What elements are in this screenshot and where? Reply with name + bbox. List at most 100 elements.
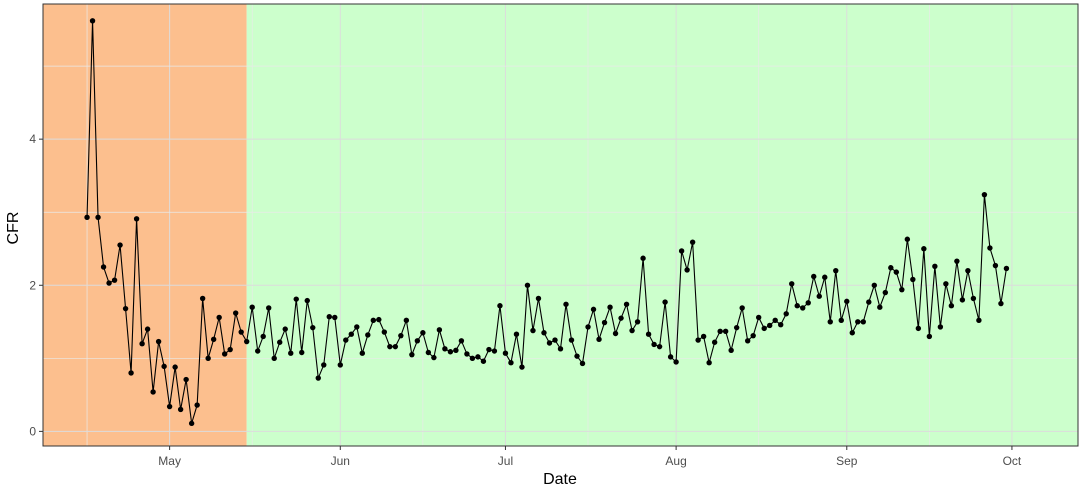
data-point: [486, 346, 492, 353]
phase-backgrounds: [43, 4, 1079, 446]
data-point: [673, 359, 679, 365]
data-point: [744, 338, 751, 344]
data-point: [447, 349, 454, 355]
data-point: [172, 364, 178, 370]
data-point: [321, 362, 327, 368]
data-point: [612, 330, 619, 337]
data-point: [392, 343, 399, 350]
data-point: [640, 255, 646, 261]
data-point: [733, 324, 740, 331]
data-point: [706, 360, 712, 366]
phase-2-background: [246, 4, 1079, 446]
data-point: [387, 343, 393, 350]
data-point: [998, 300, 1004, 307]
y-axis-title: CFR: [5, 212, 22, 245]
grid-lines: [43, 4, 1078, 446]
data-point: [965, 267, 971, 274]
x-tick-label: May: [158, 454, 181, 468]
data-point: [255, 348, 261, 354]
data-point: [497, 303, 503, 309]
data-point: [155, 338, 162, 345]
data-point: [937, 324, 944, 330]
data-point: [332, 314, 338, 321]
data-point: [205, 355, 211, 362]
data-point: [563, 301, 569, 307]
data-point: [910, 276, 916, 283]
phase-1-background: [43, 4, 247, 446]
data-point: [513, 331, 520, 337]
data-point: [161, 363, 167, 370]
data-point: [502, 350, 509, 356]
data-point: [684, 267, 690, 273]
data-point: [376, 316, 382, 323]
data-point: [822, 274, 828, 280]
data-point: [299, 349, 305, 356]
data-point: [954, 258, 960, 264]
data-point: [260, 333, 266, 340]
data-point: [921, 246, 927, 252]
data-point: [221, 351, 228, 357]
data-point: [750, 332, 756, 339]
data-point: [271, 355, 277, 362]
data-point: [89, 18, 96, 24]
y-tick-label: 0: [29, 424, 36, 438]
data-point: [128, 370, 134, 376]
data-point: [304, 297, 310, 304]
data-point: [662, 299, 668, 305]
data-point: [899, 286, 905, 293]
data-point: [122, 305, 129, 312]
data-point: [249, 304, 255, 310]
plot-border: [42, 3, 1079, 447]
data-point: [106, 280, 112, 286]
data-point: [893, 269, 900, 275]
data-point: [266, 305, 272, 311]
data-point: [981, 191, 988, 198]
data-point: [838, 317, 844, 324]
data-point: [778, 322, 784, 328]
data-point: [579, 360, 586, 367]
data-point: [277, 339, 283, 345]
data-point: [948, 303, 955, 309]
data-point: [199, 295, 206, 302]
data-point: [607, 304, 613, 310]
data-point: [623, 301, 630, 307]
data-point: [783, 311, 789, 317]
data-point: [409, 351, 415, 358]
data-point: [431, 354, 437, 361]
x-axis-ticks: May Jun Jul Aug Sep Oct: [158, 446, 1022, 468]
data-point: [844, 298, 850, 305]
data-point: [403, 317, 410, 324]
y-axis-ticks: 0 2 4: [29, 132, 43, 438]
data-point: [183, 376, 189, 383]
data-point: [915, 325, 922, 332]
data-point: [315, 375, 321, 381]
data-point: [95, 214, 101, 221]
y-tick-label: 2: [29, 278, 36, 292]
data-point: [310, 324, 316, 331]
data-point: [645, 331, 652, 337]
data-point: [987, 245, 993, 251]
x-tick-label: Sep: [836, 454, 858, 468]
data-point: [475, 354, 481, 360]
data-point: [772, 317, 778, 324]
data-point: [849, 330, 855, 336]
data-point: [860, 319, 866, 325]
data-point: [739, 305, 745, 311]
data-point: [678, 248, 685, 254]
data-point: [871, 282, 877, 288]
data-point: [144, 326, 151, 332]
data-point: [354, 324, 360, 330]
data-point: [970, 295, 977, 302]
data-point: [689, 239, 696, 245]
data-point: [700, 333, 707, 340]
data-point: [888, 265, 894, 271]
data-point: [816, 293, 822, 299]
data-point: [84, 214, 90, 221]
data-point: [800, 305, 806, 311]
data-point: [629, 327, 635, 334]
data-point: [656, 343, 663, 350]
data-point: [398, 332, 404, 339]
data-point: [282, 326, 288, 332]
data-point: [530, 327, 536, 334]
data-point: [453, 347, 459, 353]
